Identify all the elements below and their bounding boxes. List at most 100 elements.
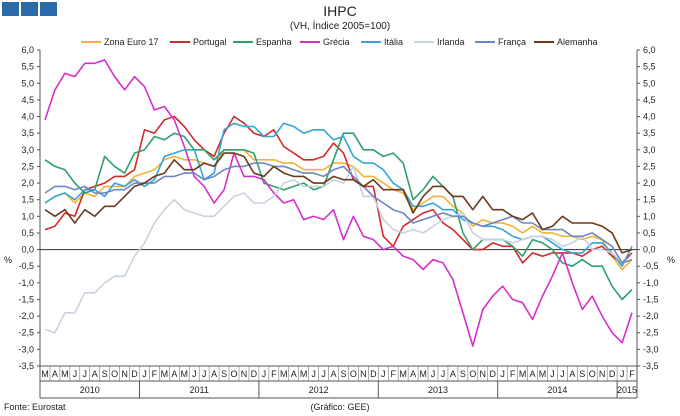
x-month-label: F [510,369,516,379]
x-month-label: D [370,369,377,379]
x-month-label: S [460,369,466,379]
x-month-label: J [550,369,555,379]
x-month-label: J [431,369,436,379]
y-tick-label-left: 5,5 [21,62,34,72]
y-axis-right-label: % [667,255,675,265]
x-month-label: F [271,369,277,379]
x-month-label: D [609,369,616,379]
y-tick-label-right: 1,0 [643,211,656,221]
x-month-label: M [300,369,308,379]
y-tick-label-right: 6,0 [643,45,656,55]
series-line-alemanha [44,152,633,254]
x-month-label: M [519,369,527,379]
x-month-label: M [539,369,547,379]
x-month-label: O [469,369,476,379]
chart-title: IHPC [323,3,356,19]
y-tick-label-right: 3,0 [643,145,656,155]
y-tick-label-left: 1,5 [21,195,34,205]
x-month-label: A [410,369,416,379]
x-month-label: O [231,369,238,379]
x-month-label: N [241,369,248,379]
series-line-gr-cia [44,59,633,347]
axes: 6,0 6,0 5,5 5,5 5,0 5,0 4,5 4,5 4,0 4,0 3,5 3,5 3,0 3… [18,45,658,371]
y-tick-label-right: 2,0 [643,178,656,188]
series-group [44,59,633,347]
x-month-label: D [489,369,496,379]
x-year-label: 2014 [547,385,567,395]
x-month-label: F [629,369,635,379]
x-month-label: O [350,369,357,379]
y-tick-label-left: 1,0 [21,211,34,221]
x-year-label: 2015 [617,385,637,395]
y-tick-label-right: -3,0 [643,344,659,354]
y-tick-label-left: -2,5 [18,328,34,338]
x-month-label: A [291,369,297,379]
x-month-label: J [311,369,316,379]
y-tick-label-right: 5,0 [643,78,656,88]
x-month-label: A [530,369,536,379]
y-tick-label-right: 4,5 [643,95,656,105]
y-tick-label-left: -0,5 [18,261,34,271]
x-year-label: 2012 [309,385,329,395]
y-tick-label-left: 5,0 [21,78,34,88]
x-month-label: A [92,369,98,379]
x-month-label: A [569,369,575,379]
x-month-label: M [41,369,49,379]
chart-subtitle: (VH, Índice 2005=100) [290,19,390,32]
y-tick-label-right: -3,5 [643,361,659,371]
y-tick-label-left: 4,5 [21,95,34,105]
y-tick-label-left: 0,5 [21,228,34,238]
legend-label-alemanha: Alemanha [557,37,598,47]
legend-label-portugal: Portugal [193,37,227,47]
x-month-label: A [331,369,337,379]
x-year-label: 2013 [428,385,448,395]
x-month-label: J [73,369,78,379]
x-month-label: J [192,369,197,379]
x-month-label: J [441,369,446,379]
y-tick-label-right: 5,5 [643,62,656,72]
legend-label-irlanda: Irlanda [437,37,465,47]
y-tick-label-left: -1,5 [18,294,34,304]
x-month-label: A [171,369,177,379]
y-tick-label-right: 0,0 [643,245,656,255]
x-year-label: 2010 [80,385,100,395]
y-tick-label-left: 3,5 [21,128,34,138]
x-month-label: A [450,369,456,379]
legend-label-it-lia: Itália [384,37,403,47]
corner-logo [2,2,62,18]
x-month-label: J [262,369,267,379]
y-tick-label-left: 4,0 [21,112,34,122]
y-tick-label-right: -1,0 [643,278,659,288]
x-month-label: J [560,369,565,379]
y-tick-label-right: 2,5 [643,161,656,171]
series-line-espanha [44,132,633,301]
series-line-irlanda [44,165,633,334]
x-month-label: S [340,369,346,379]
y-tick-label-right: 1,5 [643,195,656,205]
x-month-label: S [221,369,227,379]
x-month-label: A [211,369,217,379]
x-year-label: 2011 [190,385,209,395]
footer-source: Fonte: Eurostat [4,402,66,412]
x-month-label: M [280,369,288,379]
x-month-label: J [620,369,625,379]
y-tick-label-right: 0,5 [643,228,656,238]
x-month-label: N [121,369,128,379]
y-tick-label-left: 0,0 [21,245,34,255]
x-month-label: A [52,369,58,379]
series-line-zona-euro-17 [44,149,633,271]
x-month-label: N [599,369,606,379]
y-tick-label-left: 2,5 [21,161,34,171]
x-month-label: M [161,369,169,379]
y-tick-label-left: -3,0 [18,344,34,354]
y-tick-label-left: -3,5 [18,361,34,371]
y-tick-label-left: -1,0 [18,278,34,288]
x-month-label: O [111,369,118,379]
legend-label-zona-euro-17: Zona Euro 17 [104,37,159,47]
x-month-label: J [202,369,207,379]
y-tick-label-left: 6,0 [21,45,34,55]
x-month-label: D [131,369,138,379]
x-month-label: S [579,369,585,379]
